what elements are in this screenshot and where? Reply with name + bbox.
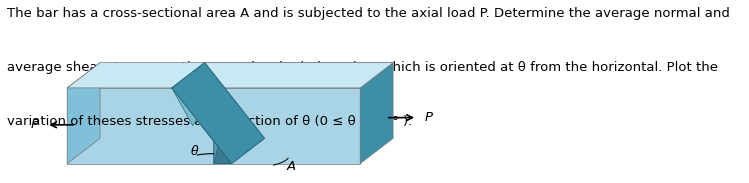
Polygon shape (172, 88, 231, 164)
Text: P: P (30, 118, 38, 131)
Polygon shape (67, 63, 393, 88)
Text: The bar has a cross-sectional area A and is subjected to the axial load P. Deter: The bar has a cross-sectional area A and… (7, 7, 730, 20)
Polygon shape (360, 63, 393, 164)
Text: variation of theses stresses as a function of θ (0 ≤ θ ≤ 90° ).: variation of theses stresses as a functi… (7, 115, 413, 128)
Polygon shape (172, 63, 264, 164)
Polygon shape (213, 126, 231, 164)
Polygon shape (67, 88, 360, 164)
Polygon shape (67, 63, 100, 164)
Text: average shear stresses acting over the shaded section, which is oriented at θ fr: average shear stresses acting over the s… (7, 61, 718, 74)
Text: P: P (425, 111, 433, 124)
Polygon shape (172, 63, 393, 88)
Text: $\theta$: $\theta$ (189, 144, 199, 158)
Text: A: A (287, 160, 296, 173)
Polygon shape (172, 88, 213, 126)
